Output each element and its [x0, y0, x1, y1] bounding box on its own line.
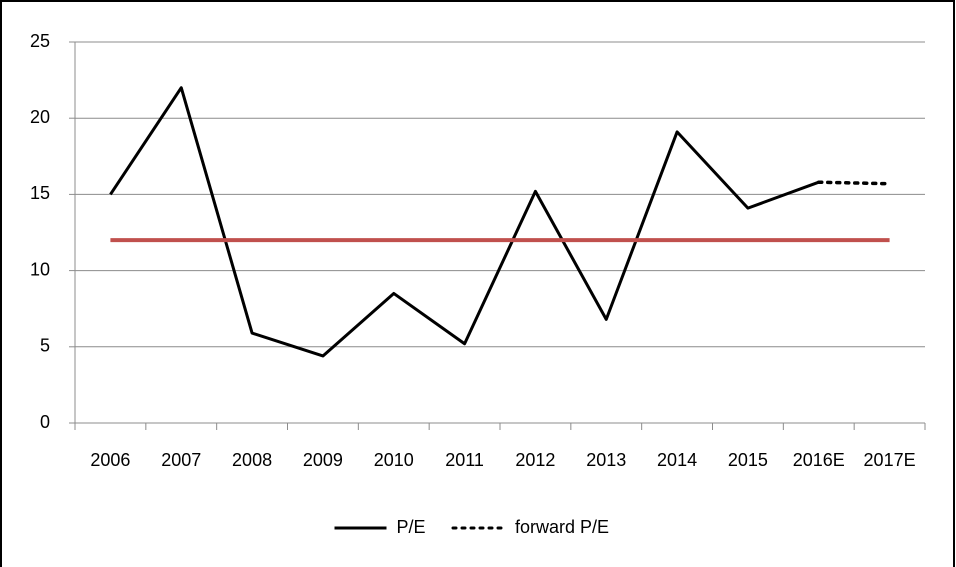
x-tick-label: 2017E [864, 450, 916, 470]
x-tick-label: 2008 [232, 450, 272, 470]
y-tick-label: 5 [40, 336, 50, 356]
x-tick-label: 2012 [515, 450, 555, 470]
y-tick-label: 10 [30, 259, 50, 279]
x-tick-label: 2015 [728, 450, 768, 470]
x-tick-label: 2009 [303, 450, 343, 470]
x-tick-label: 2013 [586, 450, 626, 470]
series-line [109, 86, 820, 358]
legend-label: forward P/E [515, 517, 609, 537]
series-line [817, 180, 892, 186]
y-tick-label: 0 [40, 412, 50, 432]
x-tick-label: 2010 [374, 450, 414, 470]
y-tick-label: 20 [30, 107, 50, 127]
legend-label: P/E [397, 517, 426, 537]
x-tick-label: 2011 [445, 450, 484, 470]
x-tick-label: 2016E [793, 450, 845, 470]
y-tick-label: 25 [30, 31, 50, 51]
x-tick-label: 2014 [657, 450, 697, 470]
x-tick-label: 2006 [90, 450, 130, 470]
x-tick-label: 2007 [161, 450, 201, 470]
y-tick-label: 15 [30, 183, 50, 203]
